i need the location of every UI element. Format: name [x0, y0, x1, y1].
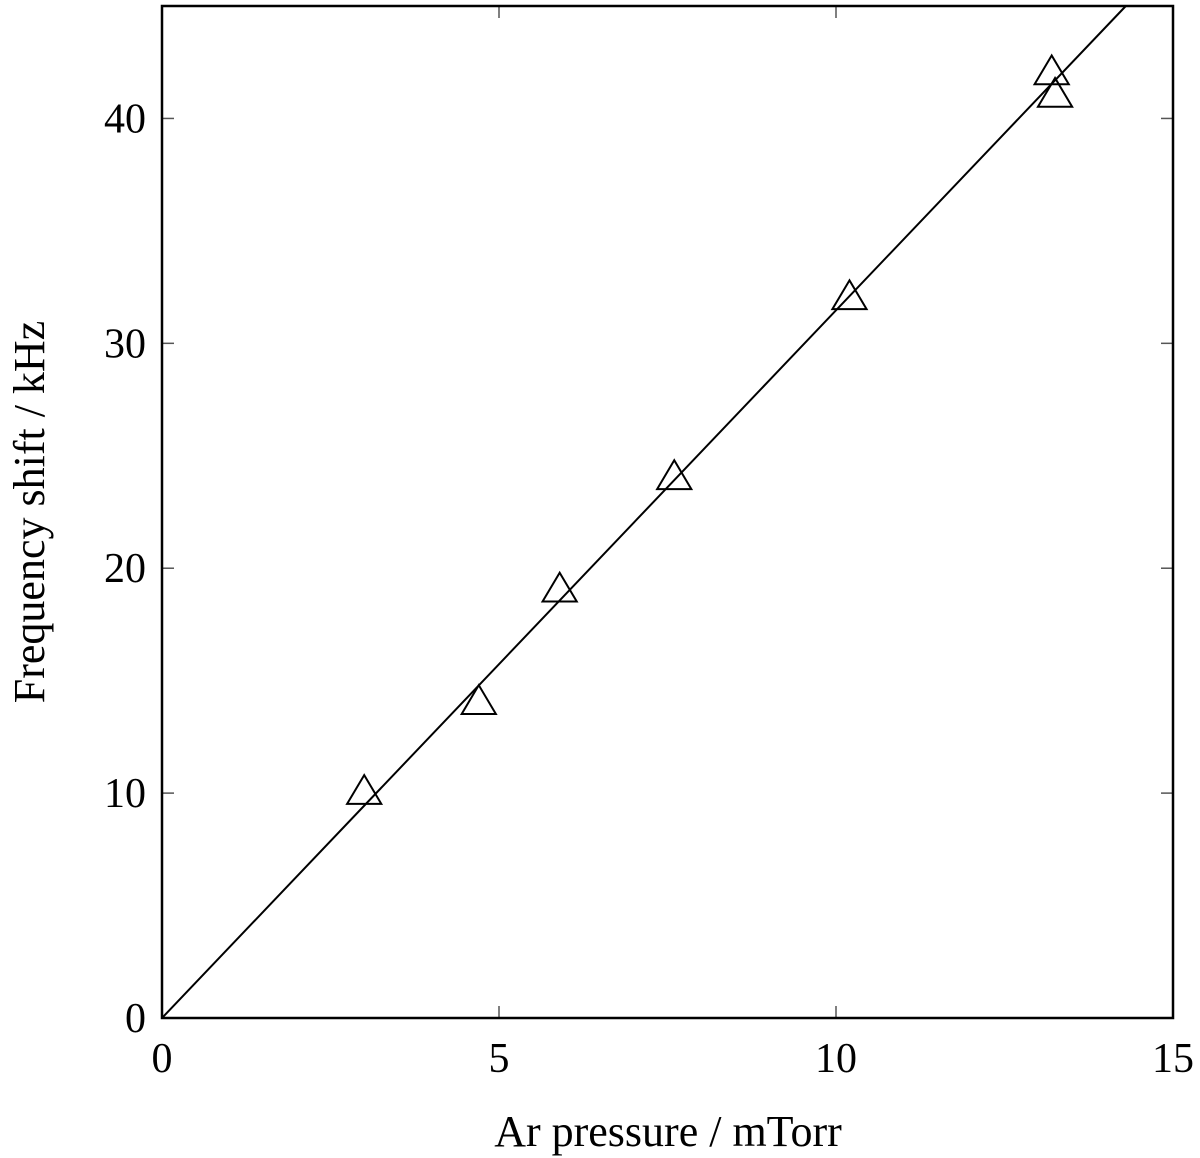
x-tick-label: 5: [489, 1036, 510, 1082]
x-axis-label: Ar pressure / mTorr: [494, 1107, 842, 1156]
y-tick-label: 10: [104, 771, 146, 817]
data-point: [459, 683, 498, 715]
fit-line: [161, 5, 1127, 1019]
data-point: [1036, 75, 1074, 108]
y-tick-label: 40: [104, 96, 146, 142]
data-point: [830, 278, 869, 311]
x-tick-label: 0: [152, 1036, 173, 1082]
y-axis-label: Frequency shift / kHz: [5, 321, 54, 703]
y-tick-label: 20: [104, 546, 146, 592]
plot-frame: [160, 4, 1175, 1020]
data-point: [655, 458, 694, 491]
y-tick-label: 0: [125, 996, 146, 1042]
data-point: [345, 773, 384, 805]
data-point: [540, 570, 579, 603]
x-tick-label: 15: [1152, 1036, 1194, 1082]
x-tick-label: 10: [815, 1036, 857, 1082]
y-tick-label: 30: [104, 321, 146, 367]
